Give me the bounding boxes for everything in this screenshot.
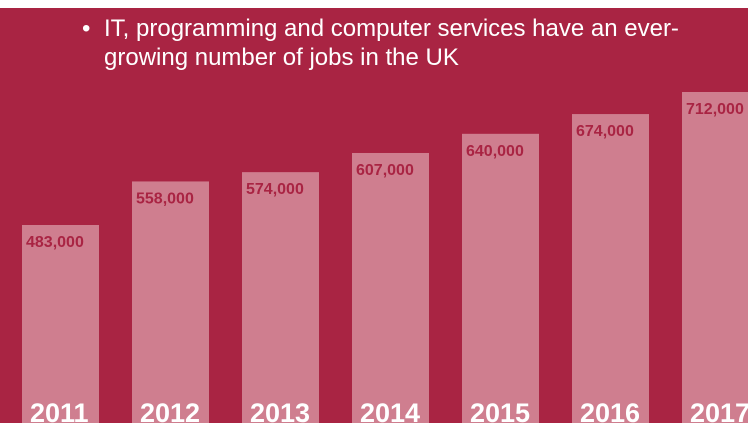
bullet-symbol: • (82, 15, 91, 42)
year-label-2016: 2016 (580, 398, 640, 423)
value-label-2017: 712,000 (686, 101, 744, 118)
bar-2011 (22, 225, 99, 423)
value-label-2012: 558,000 (136, 190, 194, 207)
value-label-2015: 640,000 (466, 143, 524, 160)
bar-2013 (242, 172, 319, 423)
bar-2015 (462, 133, 539, 423)
value-label-2013: 574,000 (246, 181, 304, 198)
year-label-2013: 2013 (250, 398, 310, 423)
year-label-2015: 2015 (470, 398, 530, 423)
year-label-2014: 2014 (360, 398, 420, 423)
jobs-bar-chart: 483,000 2011 558,000 2012 574,000 2013 607,000… (22, 92, 748, 423)
bar-2017 (682, 92, 748, 423)
year-label-2011: 2011 (30, 398, 89, 423)
bar-2014 (352, 152, 429, 423)
slide-bullet: • IT, programming and computer services … (82, 14, 722, 72)
value-label-2016: 674,000 (576, 123, 634, 140)
bar-2012 (132, 181, 209, 423)
chart-slide: • IT, programming and computer services … (0, 8, 748, 423)
value-label-2011: 483,000 (26, 234, 84, 251)
bar-2016 (572, 114, 649, 423)
bullet-text: IT, programming and computer services ha… (104, 15, 679, 71)
value-label-2014: 607,000 (356, 162, 414, 179)
year-label-2017: 2017 (690, 398, 748, 423)
year-label-2012: 2012 (140, 398, 200, 423)
